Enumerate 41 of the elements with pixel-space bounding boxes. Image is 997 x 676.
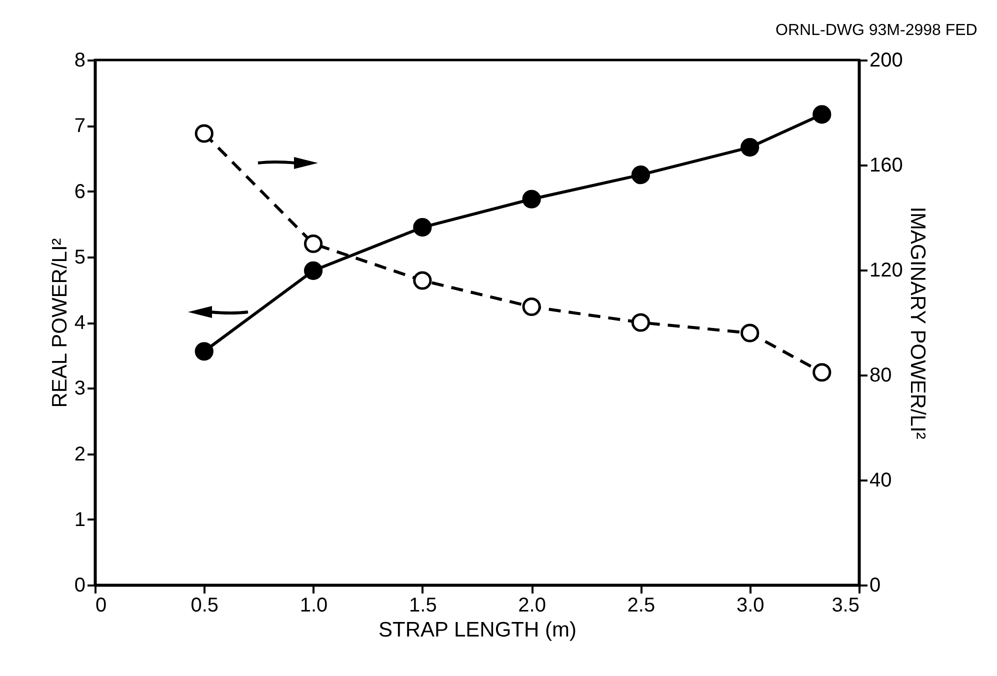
point xyxy=(194,124,214,143)
x-tick-label: 0.5 xyxy=(190,594,219,616)
point xyxy=(522,297,541,316)
y2-tick-label: 160 xyxy=(870,154,903,176)
point xyxy=(194,342,214,361)
point xyxy=(631,313,650,332)
y-tick-label: 2 xyxy=(74,443,86,466)
y-tick-label: 6 xyxy=(74,180,86,203)
point xyxy=(522,190,541,208)
point xyxy=(812,105,832,124)
x-tick-label: 1.0 xyxy=(300,594,328,616)
x-tick-label: 2.0 xyxy=(518,594,546,616)
y2-tick-label: 120 xyxy=(870,260,903,282)
y-tick-label: 5 xyxy=(74,246,86,268)
y-tick-label: 7 xyxy=(74,115,86,138)
x-tick-label: 1.5 xyxy=(409,594,437,616)
point xyxy=(304,261,323,280)
y2-tick-label: 0 xyxy=(870,574,881,596)
x-tick-label: 0 xyxy=(96,594,107,616)
x-tick-label: 3.0 xyxy=(736,594,764,616)
x-tick-label: 2.5 xyxy=(627,594,656,616)
y2-tick-label: 80 xyxy=(870,364,892,386)
point xyxy=(740,324,760,342)
text: ORNL-DWG 93M-2998 FED xyxy=(776,22,978,39)
y-tick-label: 0 xyxy=(74,574,86,596)
y-tick-label: 3 xyxy=(74,378,86,400)
y-tick-label: 8 xyxy=(74,50,86,72)
y-axis-title: REAL POWER/LI² xyxy=(48,238,72,408)
point xyxy=(740,138,760,157)
point xyxy=(812,363,832,382)
point xyxy=(631,166,650,184)
point xyxy=(304,234,323,254)
point xyxy=(413,271,432,290)
y-tick-label: 4 xyxy=(74,312,86,334)
y-tick-label: 1 xyxy=(74,508,86,531)
x-axis-title: STRAP LENGTH (m) xyxy=(378,618,576,642)
y2-axis-title: IMAGINARY POWER/LI² xyxy=(906,206,929,440)
point xyxy=(413,218,432,237)
x-tick-label: 3.5 xyxy=(832,594,860,616)
y2-tick-label: 40 xyxy=(870,470,892,492)
y2-tick-label: 200 xyxy=(870,50,903,72)
